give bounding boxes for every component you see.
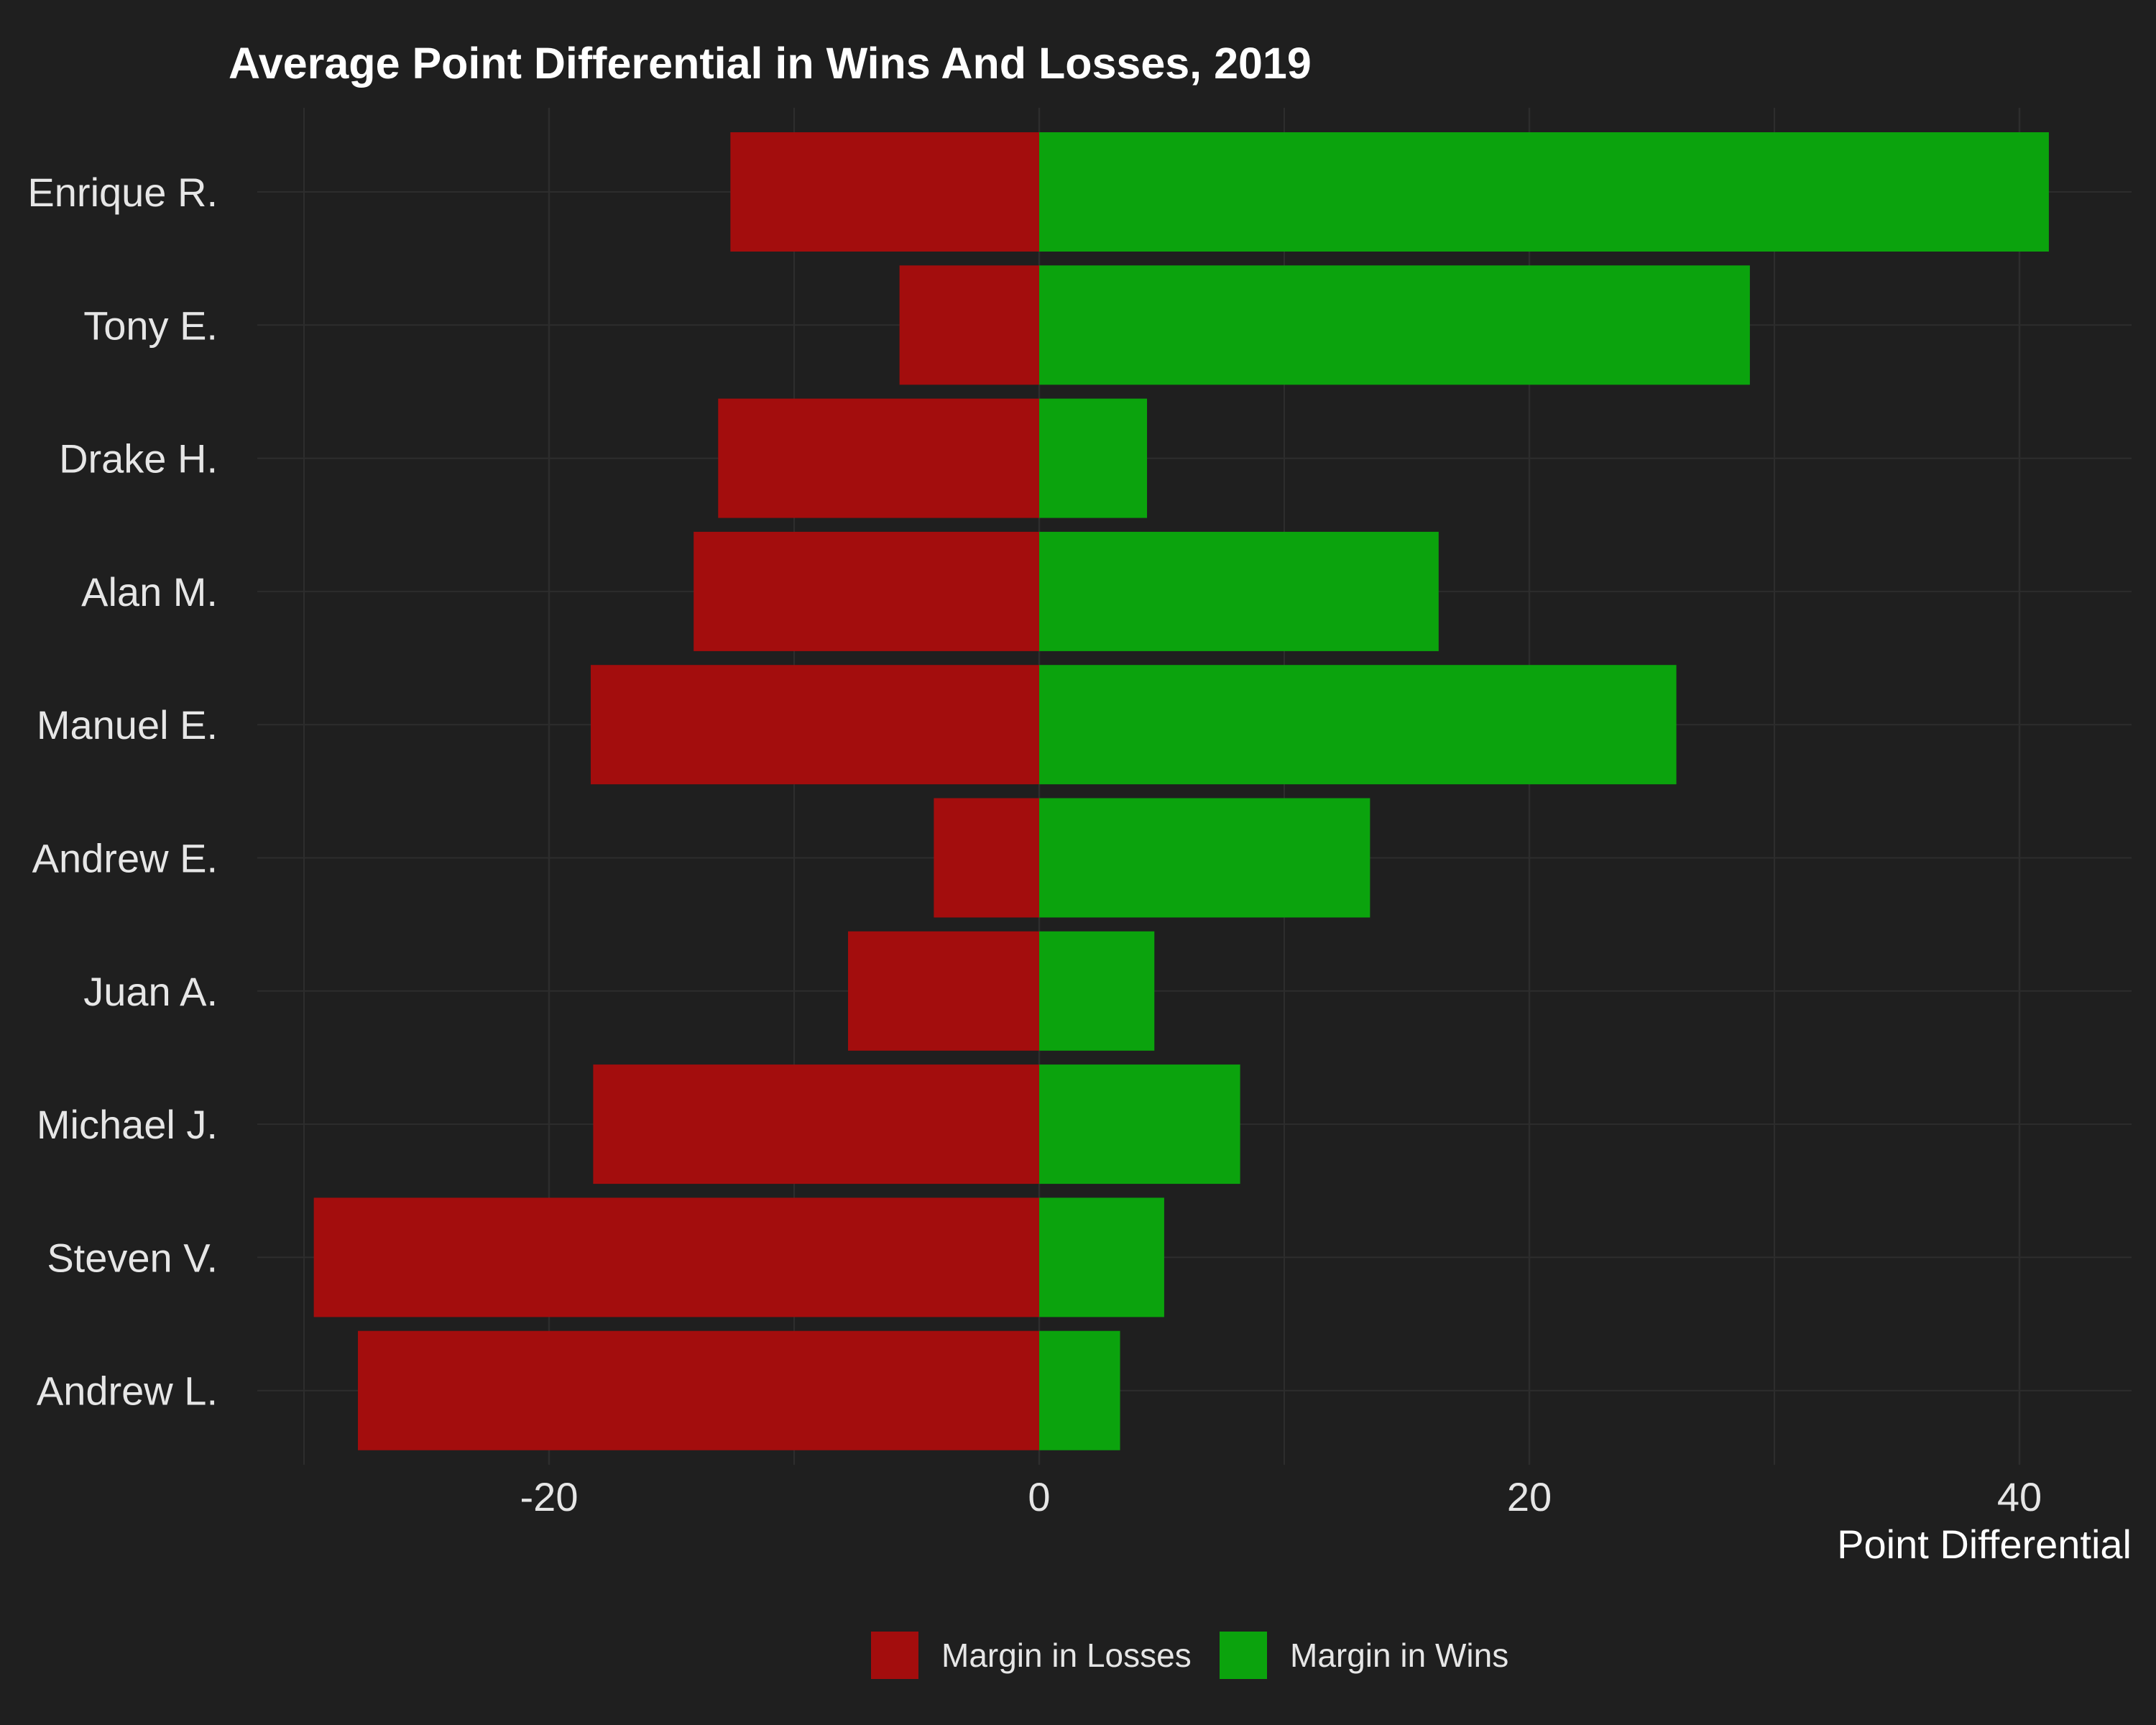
bar-wins-2 (1039, 398, 1148, 518)
category-label: Andrew L. (37, 1368, 218, 1414)
bar-losses-5 (934, 798, 1039, 918)
category-label: Steven V. (47, 1235, 218, 1280)
chart-title: Average Point Differential in Wins And L… (229, 39, 1312, 88)
bar-wins-0 (1039, 132, 2049, 252)
bar-wins-5 (1039, 798, 1370, 918)
bar-wins-7 (1039, 1064, 1240, 1184)
bar-wins-4 (1039, 665, 1677, 785)
category-label: Michael J. (37, 1102, 218, 1147)
category-label: Juan A. (83, 969, 218, 1014)
category-label: Enrique R. (27, 170, 218, 215)
bar-wins-8 (1039, 1197, 1164, 1317)
x-tick-labels: -20 0 20 40 (520, 1474, 2042, 1519)
bar-losses-0 (730, 132, 1039, 252)
x-tick-label: -20 (520, 1474, 579, 1519)
bar-losses-2 (718, 398, 1039, 518)
category-label: Alan M. (81, 569, 218, 615)
category-labels: Enrique R. Tony E. Drake H. Alan M. Manuel E… (27, 170, 218, 1414)
x-tick-label: 0 (1028, 1474, 1050, 1519)
category-label: Andrew E. (32, 836, 218, 881)
x-tick-label: 40 (1997, 1474, 2042, 1519)
legend-label-wins: Margin in Wins (1290, 1637, 1508, 1674)
bar-losses-7 (593, 1064, 1039, 1184)
bar-losses-8 (313, 1197, 1039, 1317)
legend-label-losses: Margin in Losses (941, 1637, 1192, 1674)
legend-swatch-losses (871, 1632, 918, 1679)
bar-losses-6 (848, 931, 1039, 1051)
bars (313, 132, 2049, 1450)
bar-losses-3 (694, 531, 1039, 651)
bar-losses-1 (899, 265, 1039, 385)
category-label: Tony E. (83, 303, 218, 348)
bar-losses-9 (358, 1330, 1039, 1450)
category-label: Manuel E. (37, 702, 218, 748)
legend: Margin in Losses Margin in Wins (871, 1632, 1508, 1679)
x-tick-label: 20 (1507, 1474, 1552, 1519)
bar-wins-3 (1039, 531, 1439, 651)
category-label: Drake H. (59, 436, 218, 482)
x-axis-title: Point Differential (1837, 1522, 2132, 1567)
bar-wins-1 (1039, 265, 1750, 385)
bar-losses-4 (590, 665, 1039, 785)
bar-wins-6 (1039, 931, 1155, 1051)
bar-wins-9 (1039, 1330, 1120, 1450)
legend-swatch-wins (1220, 1632, 1267, 1679)
